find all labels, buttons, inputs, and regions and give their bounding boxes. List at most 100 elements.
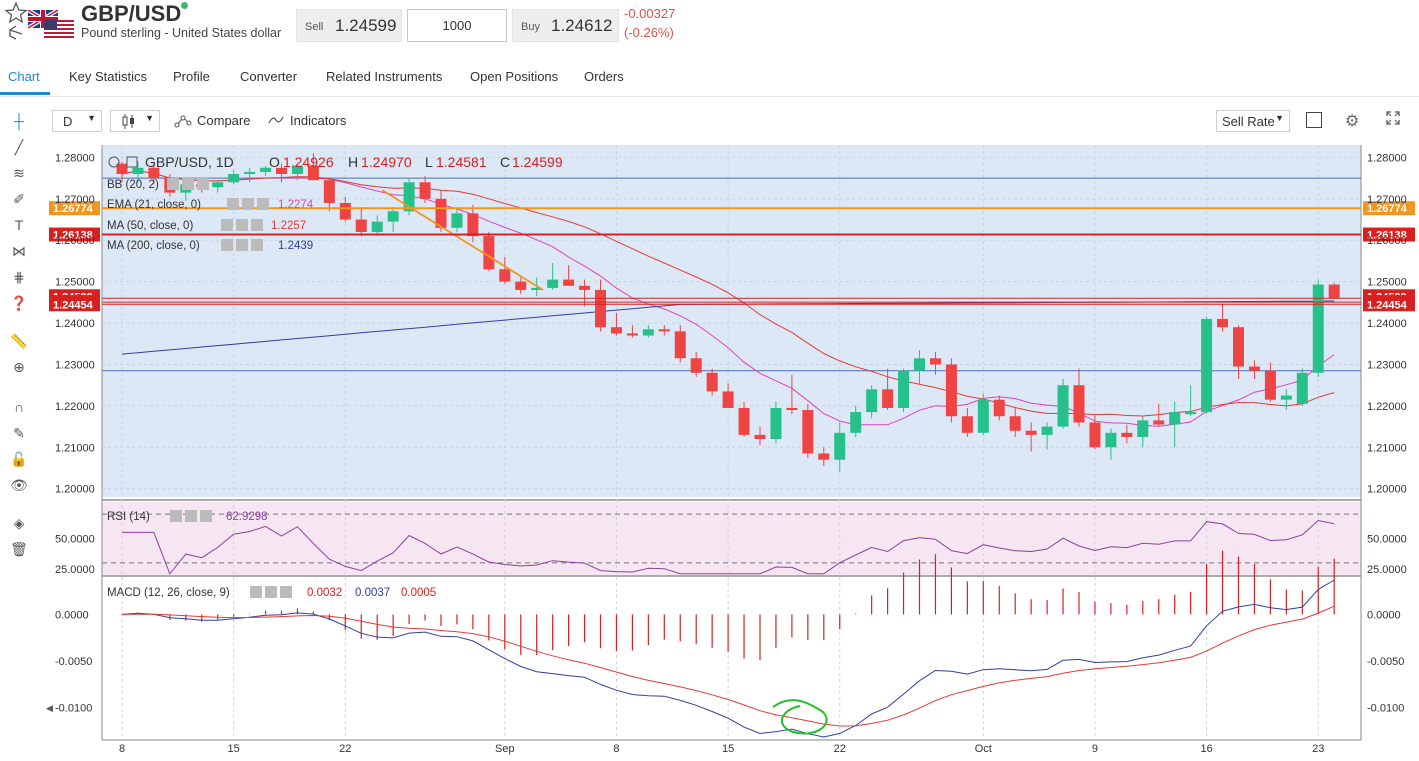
candle <box>722 391 734 408</box>
tab-orders[interactable]: Orders <box>584 69 624 84</box>
tab-key-statistics[interactable]: Key Statistics <box>69 69 148 84</box>
quantity-input[interactable] <box>407 9 507 42</box>
time-axis: 81522Sep81522Oct91623Nov81522 <box>119 743 1324 755</box>
zoom-icon[interactable]: ⊕ <box>13 358 25 375</box>
macd-value-2: 0.0037 <box>355 587 390 599</box>
legend-symbol: GBP/USD, 1D <box>145 154 234 170</box>
candle <box>339 202 351 220</box>
crosshair-icon[interactable]: ┼ <box>14 113 24 129</box>
candle <box>1185 412 1197 415</box>
time-tick: 23 <box>1312 743 1324 755</box>
candle <box>595 289 606 328</box>
gann-icon[interactable]: ⋕ <box>13 268 25 285</box>
market-open-indicator <box>181 2 188 9</box>
level-label-right: 1.26774 <box>1367 203 1408 215</box>
chart-type-select[interactable]: ▼ <box>110 110 160 132</box>
pencil-lock-icon[interactable]: ✎ <box>13 424 25 441</box>
candle <box>738 407 750 435</box>
time-tick: 22 <box>339 743 351 755</box>
candle <box>658 329 670 332</box>
fib-tool-icon[interactable]: ≋ <box>13 164 25 181</box>
eye-icon[interactable]: 👁 <box>10 476 28 493</box>
price-tick-right: 1.22000 <box>1367 401 1407 413</box>
minimize-icon[interactable] <box>126 156 138 168</box>
text-icon[interactable]: T <box>14 217 24 233</box>
timeframe-select[interactable]: D ▼ <box>52 110 102 132</box>
star-icon[interactable] <box>4 1 28 42</box>
line-tool-icon[interactable]: ╱ <box>14 138 24 155</box>
candle <box>1328 284 1340 299</box>
gear-icon[interactable]: ⚙ <box>1345 113 1360 130</box>
tab-converter[interactable]: Converter <box>240 69 298 84</box>
fullscreen-icon[interactable] <box>1386 111 1400 130</box>
trash-icon[interactable]: 🗑 <box>10 540 28 557</box>
brush-icon[interactable]: ✐ <box>13 190 25 207</box>
pattern-icon[interactable]: ⋈ <box>12 242 26 259</box>
candle <box>419 182 431 199</box>
indicator-ma200: MA (200, close, 0) <box>107 240 200 252</box>
indicator-ema-value: 1.2274 <box>278 199 314 211</box>
candle <box>929 358 941 365</box>
scroll-left-icon[interactable]: ◀ <box>46 703 53 713</box>
candle <box>1233 327 1244 367</box>
sell-button[interactable]: Sell 1.24599 <box>296 9 402 42</box>
sell-label: Sell <box>305 21 324 33</box>
buy-button[interactable]: Buy 1.24612 <box>512 9 619 42</box>
indicators-button[interactable]: Indicators <box>268 110 363 132</box>
indicator-ma50: MA (50, close, 0) <box>107 220 193 232</box>
price-chart[interactable]: 1.26774 1.26774 1.26138 1.26138 1.24599 1.245… <box>45 140 1419 760</box>
candle <box>1296 372 1308 404</box>
square-icon[interactable] <box>1306 112 1322 128</box>
buy-price: 1.24612 <box>551 16 613 35</box>
level-label-left: 1.24454 <box>53 299 94 311</box>
indicator-ema: EMA (21, close, 0) <box>107 199 201 211</box>
price-tick-left: 1.20000 <box>55 484 95 496</box>
indicator-ma200-value: 1.2439 <box>278 240 313 252</box>
us-flag-icon <box>44 20 74 38</box>
layers-icon[interactable]: ◈ <box>13 514 25 531</box>
rsi-tick-left: 25.0000 <box>55 564 95 576</box>
header-icons <box>4 1 28 42</box>
candle <box>260 167 272 172</box>
tab-open-positions[interactable]: Open Positions <box>470 69 559 84</box>
price-change-pct: (-0.26%) <box>624 25 674 40</box>
tab-profile[interactable]: Profile <box>173 69 210 84</box>
chart-legend: GBP/USD, 1D O 1.24926 H 1.24970 L 1.2458… <box>107 154 563 599</box>
candle <box>323 180 335 203</box>
rsi-controls[interactable] <box>170 510 212 522</box>
candle <box>547 279 559 288</box>
macd-tick-left: 0.0000 <box>55 609 89 621</box>
candle <box>1025 430 1037 435</box>
candle <box>914 358 925 371</box>
candle <box>276 167 287 174</box>
magnet-icon[interactable]: ∩ <box>13 399 25 415</box>
time-tick: 9 <box>1092 743 1098 755</box>
legend-high-label: H <box>348 154 358 170</box>
lock-icon[interactable]: 🔓 <box>10 450 28 467</box>
ma50-line <box>121 170 1335 417</box>
candle <box>802 410 814 454</box>
macd-controls[interactable] <box>250 586 292 598</box>
tab-chart[interactable]: Chart <box>8 69 40 84</box>
help-icon[interactable]: ❓ <box>10 294 28 311</box>
rsi-tick-right: 50.0000 <box>1367 534 1407 546</box>
candle <box>579 285 591 290</box>
collapse-icon[interactable] <box>108 156 120 168</box>
indicator-controls[interactable] <box>167 178 269 251</box>
candle <box>754 434 766 440</box>
candle <box>387 211 399 222</box>
legend-high: 1.24970 <box>361 154 412 170</box>
rsi-tick-right: 25.0000 <box>1367 564 1407 576</box>
compare-button[interactable]: Compare <box>174 110 264 132</box>
macd-tick-right: 0.0000 <box>1367 609 1401 621</box>
price-tick-right: 1.27000 <box>1367 194 1407 206</box>
compare-label: Compare <box>197 113 251 128</box>
tab-related-instruments[interactable]: Related Instruments <box>326 69 443 84</box>
candle <box>451 213 463 228</box>
level-tag-right <box>1363 201 1415 216</box>
rsi-pane: 50.0000 50.0000 25.0000 25.0000 <box>55 513 1407 576</box>
candle <box>1057 385 1069 427</box>
level-tag-right <box>1363 297 1415 312</box>
rate-select[interactable]: Sell Rate ▼ <box>1216 110 1290 132</box>
ruler-icon[interactable]: 📏 <box>10 332 28 349</box>
